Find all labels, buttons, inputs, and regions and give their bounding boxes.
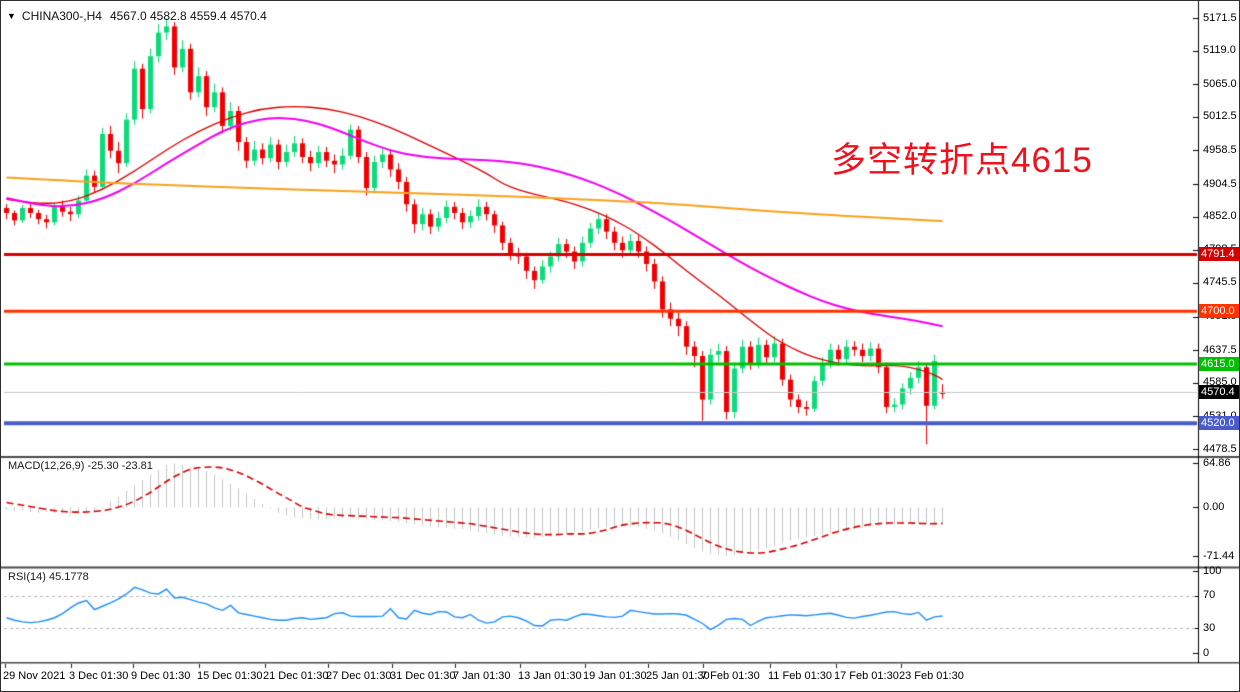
date-tick-label: 27 Dec 01:30 xyxy=(326,670,392,682)
macd-axis-label: 64.86 xyxy=(1203,456,1231,469)
rsi-indicator-label: RSI(14) 45.1778 xyxy=(8,571,89,583)
price-tick-label: 5065.0 xyxy=(1203,77,1237,90)
date-tick-label: 15 Dec 01:30 xyxy=(197,670,263,682)
date-tick-label: 29 Nov 2021 xyxy=(3,670,66,682)
date-tick-label: 7 Jan 01:30 xyxy=(453,670,511,682)
date-tick-label: 13 Jan 01:30 xyxy=(518,670,582,682)
date-tick-label: 9 Dec 01:30 xyxy=(131,670,191,682)
rsi-axis-label: 70 xyxy=(1203,589,1216,602)
price-tick-label: 5171.5 xyxy=(1203,11,1237,24)
date-tick-label: 17 Feb 01:30 xyxy=(834,670,899,682)
current-price-tag: 4570.4 xyxy=(1199,384,1239,399)
ohlc-readout: 4567.0 4582.8 4559.4 4570.4 xyxy=(109,9,267,23)
rsi-axis-label: 100 xyxy=(1203,564,1222,577)
price-tick-label: 4745.5 xyxy=(1203,276,1237,289)
symbol-timeframe: CHINA300-,H4 xyxy=(21,9,102,23)
date-tick-label: 7 Feb 01:30 xyxy=(701,670,760,682)
date-tick-label: 19 Jan 01:30 xyxy=(583,670,647,682)
pivot-price-tag: 4615.0 xyxy=(1199,357,1239,372)
macd-axis-label: 0.00 xyxy=(1203,500,1225,513)
date-tick-label: 3 Dec 01:30 xyxy=(69,670,129,682)
price-tick-label: 5119.0 xyxy=(1203,44,1236,57)
date-tick-label: 25 Jan 01:30 xyxy=(646,670,710,682)
macd-indicator-label: MACD(12,26,9) -25.30 -23.81 xyxy=(8,460,153,472)
price-tick-label: 4904.5 xyxy=(1203,177,1237,190)
resistance-price-tag: 4791.4 xyxy=(1199,247,1239,262)
collapse-triangle-icon[interactable]: ▼ xyxy=(7,11,16,21)
price-tick-label: 5012.5 xyxy=(1203,110,1237,123)
date-tick-label: 11 Feb 01:30 xyxy=(768,670,833,682)
rsi-axis-label: 0 xyxy=(1203,646,1210,659)
price-tick-label: 4478.5 xyxy=(1203,442,1237,455)
date-tick-label: 21 Dec 01:30 xyxy=(263,670,329,682)
support-price-tag: 4520.0 xyxy=(1199,416,1239,431)
resistance-price-tag: 4700.0 xyxy=(1199,304,1239,319)
annotation-text: 多空转折点4615 xyxy=(831,141,1093,180)
rsi-axis-label: 30 xyxy=(1203,621,1216,634)
chart-title: ▼ CHINA300-,H4 4567.0 4582.8 4559.4 4570.4 xyxy=(7,9,267,23)
price-tick-label: 4852.0 xyxy=(1203,210,1237,223)
date-tick-label: 23 Feb 01:30 xyxy=(899,670,964,682)
price-tick-label: 4637.5 xyxy=(1203,343,1237,356)
price-tick-label: 4958.5 xyxy=(1203,143,1237,156)
date-tick-label: 31 Dec 01:30 xyxy=(390,670,456,682)
macd-axis-label: -71.44 xyxy=(1203,549,1235,562)
